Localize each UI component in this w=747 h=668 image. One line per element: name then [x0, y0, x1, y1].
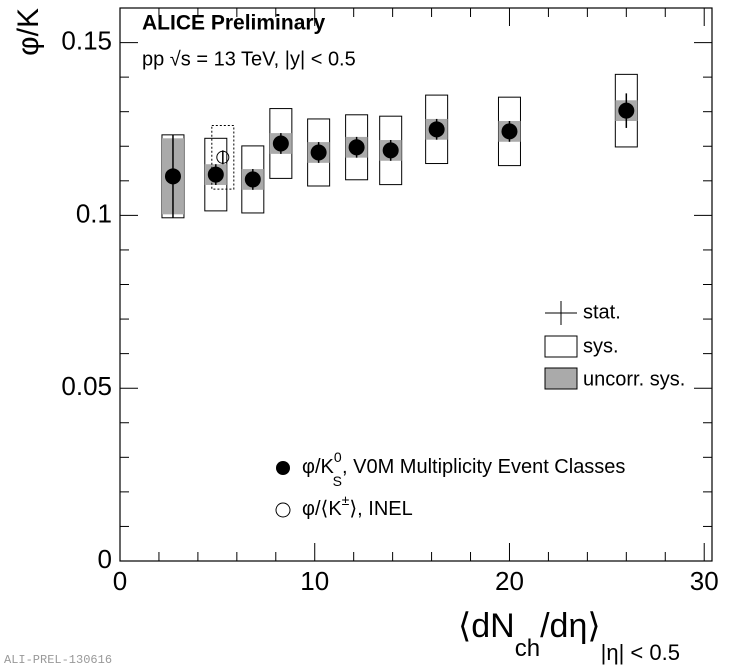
- subtitle: pp √s = 13 TeV, |y| < 0.5: [142, 48, 356, 70]
- x-label-part: ch: [515, 635, 540, 662]
- legend-label: φ/⟨K±⟩, INEL: [302, 492, 413, 521]
- data-point: [207, 166, 224, 183]
- legend-uncorr-icon: [544, 367, 578, 390]
- legend-marker: [276, 461, 290, 475]
- x-label-part: /dη⟩: [540, 607, 601, 645]
- y-tick-label: 0.1: [76, 198, 112, 228]
- legend-sys-icon: [544, 335, 578, 358]
- legend-part: , V0M Multiplicity Event Classes: [342, 456, 625, 478]
- y-tick-label: 0.05: [61, 371, 112, 401]
- y-tick-label: 0.15: [61, 25, 112, 55]
- y-axis-label: φ/K: [12, 8, 45, 56]
- x-tick-label: 10: [300, 566, 329, 596]
- x-tick-label: 30: [690, 566, 719, 596]
- x-label-part: |η| < 0.5: [601, 640, 680, 665]
- legend-part: φ/⟨K: [302, 498, 342, 520]
- data-point: [216, 150, 230, 164]
- x-tick-label: 0: [113, 566, 127, 596]
- data-point: [272, 135, 289, 152]
- x-axis-label: ⟨dNch/dη⟩|η| < 0.5: [458, 607, 680, 665]
- legend-part: 0: [334, 449, 342, 465]
- data-point: [382, 142, 399, 159]
- chart-title: ALICE Preliminary: [142, 12, 326, 35]
- legend-label: φ/K0 S, V0M Multiplicity Event Classes: [302, 449, 625, 489]
- y-tick-label: 0: [98, 544, 112, 574]
- legend-part: S: [333, 473, 342, 489]
- data-point: [618, 102, 635, 119]
- data-point: [310, 144, 327, 161]
- x-tick-label: 20: [495, 566, 524, 596]
- legend-label: uncorr. sys.: [583, 368, 685, 390]
- legend-part: ±: [342, 492, 350, 508]
- data-point: [501, 123, 518, 140]
- data-point: [348, 139, 365, 156]
- legend-marker: [275, 502, 291, 518]
- legend-part: φ/K: [302, 456, 335, 478]
- sys-box: [211, 125, 235, 190]
- legend-label: stat.: [583, 301, 621, 323]
- x-label-part: ⟨dN: [458, 607, 515, 645]
- legend-part: ⟩, INEL: [349, 498, 412, 520]
- legend-label: sys.: [583, 335, 619, 357]
- watermark: ALI-PREL-130616: [4, 653, 112, 667]
- data-point: [428, 121, 445, 138]
- data-point: [164, 168, 181, 185]
- data-point: [244, 171, 261, 188]
